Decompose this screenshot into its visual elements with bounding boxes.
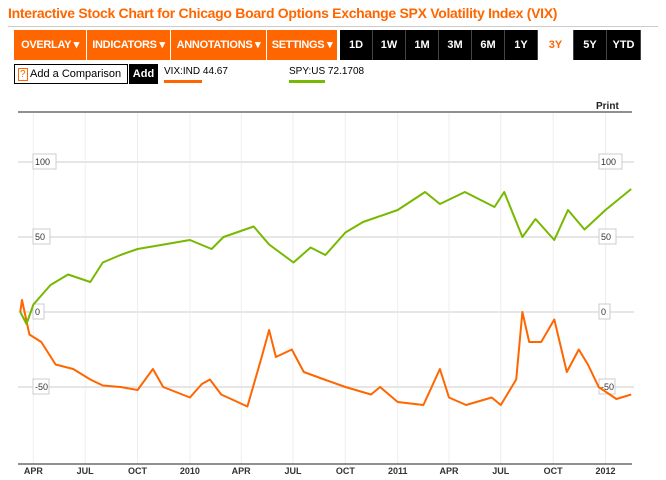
series-line-vixind (19, 299, 632, 408)
help-icon[interactable]: ? (18, 68, 28, 81)
legend-vix-value: 44.67 (202, 66, 228, 77)
y-tick-label-right: 100 (601, 157, 616, 167)
range-1m[interactable]: 1M (406, 30, 439, 60)
y-tick-label-right: 0 (601, 307, 606, 317)
x-tick-label: OCT (336, 466, 356, 476)
y-tick-box-left (32, 153, 57, 170)
settings-menu[interactable]: SETTINGS ▾ (267, 30, 338, 60)
range-5y[interactable]: 5Y (574, 30, 607, 60)
range-6m[interactable]: 6M (472, 30, 505, 60)
x-tick-label: JUL (492, 466, 510, 476)
page-title: Interactive Stock Chart for Chicago Boar… (8, 5, 558, 21)
title-divider (8, 26, 658, 27)
x-tick-label: APR (439, 466, 459, 476)
y-tick-box-right (598, 303, 611, 320)
range-3y[interactable]: 3Y (538, 30, 574, 60)
x-tick-label: OCT (128, 466, 148, 476)
range-1w[interactable]: 1W (373, 30, 406, 60)
range-1d[interactable]: 1D (340, 30, 373, 60)
legend-spy-label: SPY:US (289, 66, 326, 77)
y-tick-label-left: 100 (35, 157, 50, 167)
comparison-placeholder: Add a Comparison (30, 68, 122, 80)
chart-toolbar: OVERLAY ▾ INDICATORS ▾ ANNOTATIONS ▾ SET… (14, 30, 644, 60)
legend-spy-value: 72.1708 (327, 66, 365, 77)
x-tick-label: JUL (284, 466, 302, 476)
indicators-menu[interactable]: INDICATORS ▾ (87, 30, 171, 60)
legend-vix-label: VIX:IND (164, 66, 201, 77)
range-1y[interactable]: 1Y (505, 30, 538, 60)
y-tick-box-right (598, 153, 623, 170)
y-tick-label-left: 50 (35, 232, 45, 242)
add-comparison-button[interactable]: Add (129, 64, 158, 84)
y-tick-box-right (598, 228, 617, 245)
y-tick-box-left (32, 228, 51, 245)
legend-vix-swatch (164, 80, 202, 83)
range-3m[interactable]: 3M (439, 30, 472, 60)
y-tick-box-left (32, 378, 50, 395)
print-button[interactable]: Print (596, 101, 619, 112)
x-tick-label: OCT (544, 466, 564, 476)
overlay-menu[interactable]: OVERLAY ▾ (14, 30, 87, 60)
legend-vix: VIX:IND 44.67 (164, 66, 228, 77)
legend-spy-swatch (289, 80, 325, 83)
x-tick-label: 2012 (596, 466, 616, 476)
y-tick-label-left: 0 (35, 307, 40, 317)
y-tick-label-left: -50 (35, 382, 48, 392)
legend-spy: SPY:US 72.1708 (289, 66, 364, 77)
x-tick-label: JUL (77, 466, 95, 476)
x-tick-label: 2011 (388, 466, 408, 476)
annotations-menu[interactable]: ANNOTATIONS ▾ (171, 30, 267, 60)
y-tick-box-left (32, 303, 45, 320)
y-tick-label-right: 50 (601, 232, 611, 242)
range-ytd[interactable]: YTD (607, 30, 641, 60)
y-tick-label-right: -50 (601, 382, 614, 392)
comparison-input[interactable]: ? Add a Comparison (14, 64, 128, 84)
series-line-spyus (19, 188, 632, 325)
x-tick-label: APR (232, 466, 252, 476)
x-tick-label: 2010 (180, 466, 200, 476)
x-tick-label: APR (24, 466, 44, 476)
